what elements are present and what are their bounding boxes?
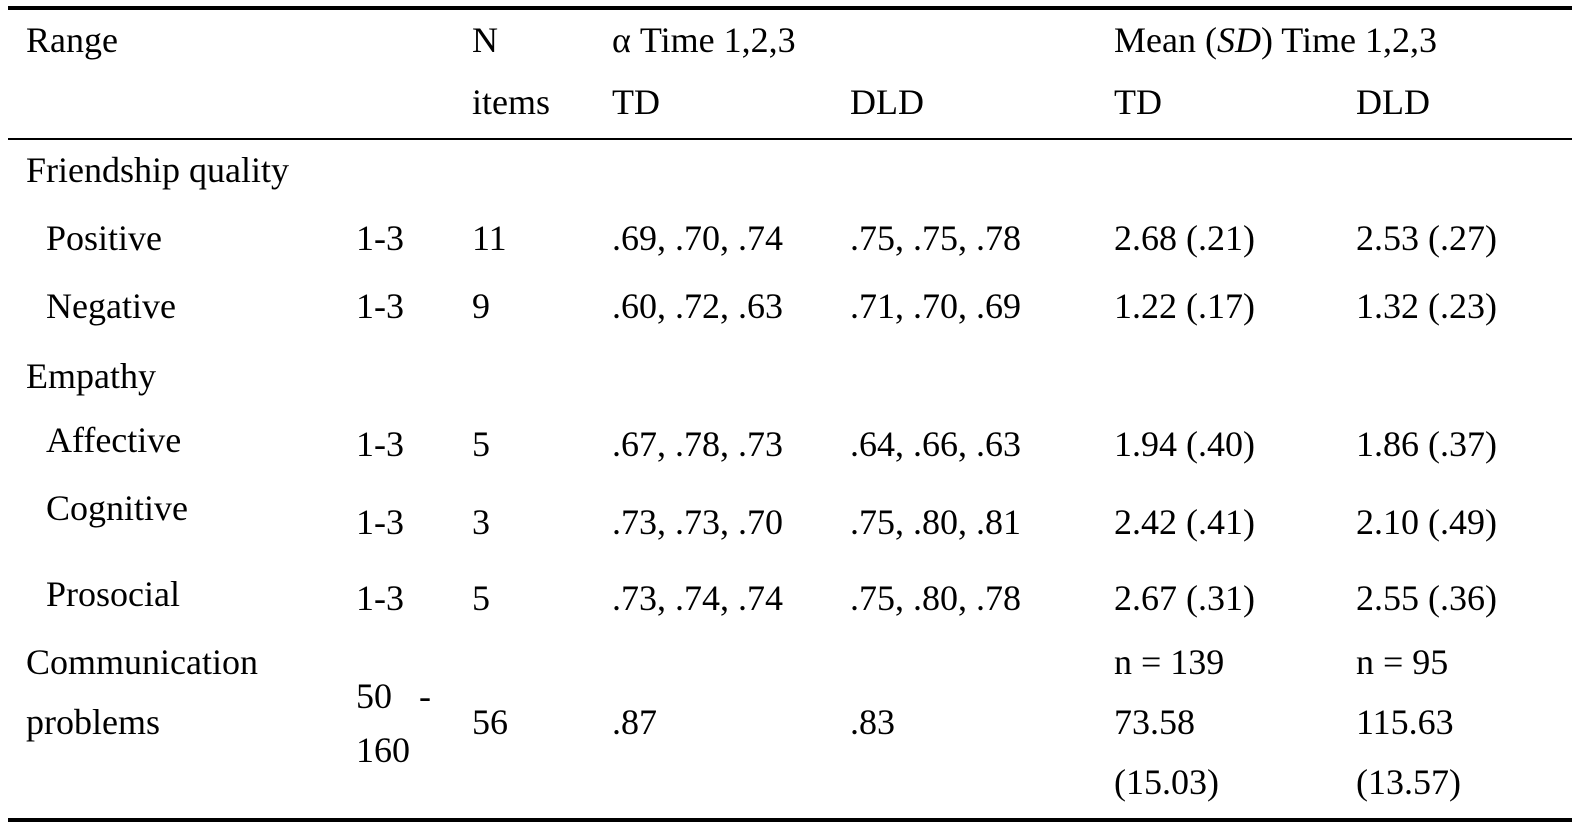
row-alpha-dld: .83: [850, 702, 895, 742]
header-mean-sd: SD: [1216, 20, 1261, 60]
row-alpha-td: .60, .72, .63: [612, 286, 783, 326]
row-label-line2: problems: [26, 702, 160, 742]
row-mean-td: 2.68 (.21): [1114, 218, 1255, 258]
row-n-items: 56: [472, 702, 508, 742]
row-dld-sd: (13.57): [1356, 762, 1461, 802]
row-n-items: 3: [472, 502, 490, 542]
row-mean-dld: 1.86 (.37): [1356, 424, 1497, 464]
row-n-items: 5: [472, 578, 490, 618]
row-alpha-td: .69, .70, .74: [612, 218, 783, 258]
header-mean-dld: DLD: [1356, 82, 1430, 122]
row-alpha-dld: .64, .66, .63: [850, 424, 1021, 464]
row-label-line1: Communication: [26, 642, 258, 682]
row-alpha-dld: .75, .75, .78: [850, 218, 1021, 258]
row-range: 1-3: [356, 578, 404, 618]
row-range: 1-3: [356, 502, 404, 542]
row-label: Cognitive: [46, 488, 188, 528]
row-dld-mean: 115.63: [1356, 702, 1454, 742]
row-alpha-dld: .71, .70, .69: [850, 286, 1021, 326]
top-rule: [8, 6, 1572, 10]
row-mean-dld: 2.53 (.27): [1356, 218, 1497, 258]
header-range: Range: [26, 20, 118, 60]
row-alpha-td: .73, .74, .74: [612, 578, 783, 618]
header-mean: Mean (SD) Time 1,2,3: [1114, 20, 1437, 60]
row-mean-td: 1.22 (.17): [1114, 286, 1255, 326]
header-rule: [8, 138, 1572, 140]
row-label: Prosocial: [46, 574, 180, 614]
section-friendship-quality: Friendship quality: [26, 150, 289, 190]
row-dld-n: n = 95: [1356, 642, 1449, 682]
row-alpha-td: .87: [612, 702, 657, 742]
row-mean-td: 2.67 (.31): [1114, 578, 1255, 618]
row-alpha-dld: .75, .80, .78: [850, 578, 1021, 618]
header-alpha-td: TD: [612, 82, 660, 122]
section-empathy: Empathy: [26, 356, 156, 396]
header-mean-td: TD: [1114, 82, 1162, 122]
row-label: Affective: [46, 420, 182, 460]
row-range-line1: 50 -: [356, 676, 431, 716]
header-mean-suffix: ) Time 1,2,3: [1260, 20, 1438, 60]
row-td-n: n = 139: [1114, 642, 1225, 682]
row-range: 1-3: [356, 218, 404, 258]
row-mean-td: 1.94 (.40): [1114, 424, 1255, 464]
row-range: 1-3: [356, 286, 404, 326]
row-mean-td: 2.42 (.41): [1114, 502, 1255, 542]
header-mean-prefix: Mean (: [1114, 20, 1217, 60]
row-mean-dld: 2.10 (.49): [1356, 502, 1497, 542]
row-mean-dld: 1.32 (.23): [1356, 286, 1497, 326]
row-range-line2: 160: [356, 730, 410, 770]
header-alpha: α Time 1,2,3: [612, 20, 796, 60]
header-n-line2: items: [472, 82, 550, 122]
row-td-mean: 73.58: [1114, 702, 1195, 742]
header-alpha-dld: DLD: [850, 82, 924, 122]
row-alpha-td: .67, .78, .73: [612, 424, 783, 464]
row-alpha-dld: .75, .80, .81: [850, 502, 1021, 542]
row-alpha-td: .73, .73, .70: [612, 502, 783, 542]
row-td-sd: (15.03): [1114, 762, 1219, 802]
row-label: Negative: [46, 286, 176, 326]
header-n-line1: N: [472, 20, 498, 60]
bottom-rule: [8, 818, 1572, 822]
row-range: 1-3: [356, 424, 404, 464]
row-n-items: 5: [472, 424, 490, 464]
row-label: Positive: [46, 218, 163, 258]
row-n-items: 11: [472, 218, 507, 258]
row-n-items: 9: [472, 286, 490, 326]
row-mean-dld: 2.55 (.36): [1356, 578, 1497, 618]
